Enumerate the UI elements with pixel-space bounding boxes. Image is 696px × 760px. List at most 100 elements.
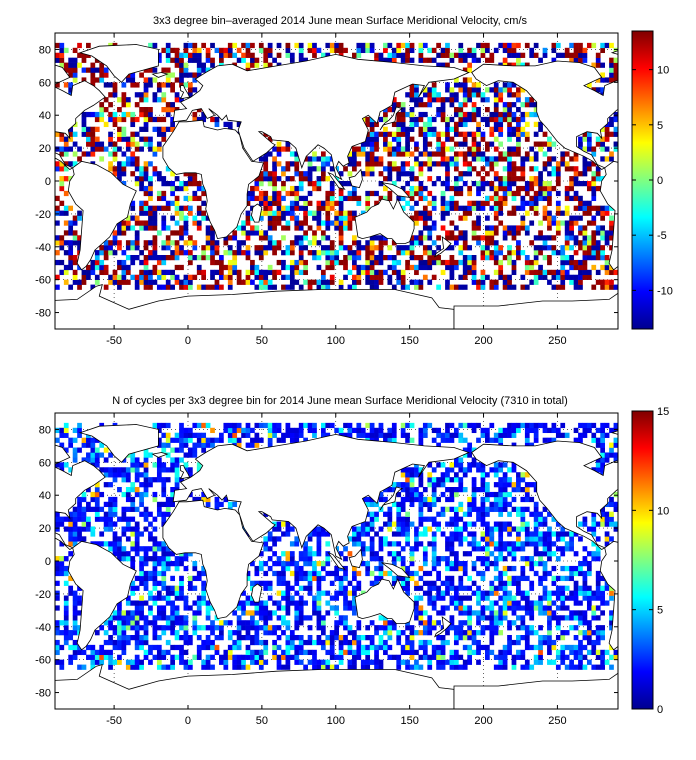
data-cell xyxy=(422,630,428,636)
data-cell xyxy=(564,185,570,192)
data-cell xyxy=(573,176,579,182)
data-cell xyxy=(68,67,74,73)
data-cell xyxy=(582,274,588,280)
data-cell xyxy=(205,240,211,246)
data-cell xyxy=(405,526,410,532)
data-cell xyxy=(59,516,65,522)
data-cell xyxy=(369,264,375,271)
data-cell xyxy=(329,595,335,601)
data-cell xyxy=(281,284,286,290)
data-cell xyxy=(560,590,566,596)
data-cell xyxy=(125,477,131,483)
data-cell xyxy=(485,536,490,542)
data-cell xyxy=(285,654,291,660)
data-cell xyxy=(312,47,317,54)
data-cell xyxy=(343,635,348,641)
data-cell xyxy=(316,284,322,290)
data-cell xyxy=(374,161,379,167)
x-tick-label: 0 xyxy=(185,335,191,347)
data-cell xyxy=(507,82,512,88)
data-cell xyxy=(569,644,574,651)
data-cell xyxy=(170,561,175,567)
data-cell xyxy=(285,565,291,572)
data-cell xyxy=(511,541,517,547)
data-cell xyxy=(139,531,144,537)
coastline-japan xyxy=(379,106,404,131)
data-cell xyxy=(431,151,437,157)
data-cell xyxy=(81,121,87,128)
data-cell xyxy=(289,215,295,221)
data-cell xyxy=(183,250,189,256)
data-cell xyxy=(148,220,153,226)
data-cell xyxy=(462,284,468,290)
data-cell xyxy=(396,42,402,49)
data-cell xyxy=(427,654,433,660)
data-cell xyxy=(462,67,468,73)
data-cell xyxy=(298,615,304,621)
data-cell xyxy=(516,526,521,532)
data-cell xyxy=(369,526,375,532)
data-cell xyxy=(121,516,127,522)
data-cell xyxy=(183,664,189,670)
data-cell xyxy=(436,52,441,58)
data-cell xyxy=(156,556,162,562)
data-cell xyxy=(591,610,597,616)
coastline-antarctica xyxy=(55,284,455,329)
data-cell xyxy=(68,536,74,542)
data-cell xyxy=(485,654,490,660)
data-cell xyxy=(161,131,167,137)
data-cell xyxy=(196,575,202,582)
data-cell xyxy=(449,664,455,670)
data-cell xyxy=(578,47,583,54)
data-cell xyxy=(343,546,348,552)
data-cell xyxy=(94,496,100,503)
data-cell xyxy=(396,501,402,508)
data-cell xyxy=(578,585,583,591)
data-cell xyxy=(560,52,566,58)
data-cell xyxy=(174,630,180,636)
data-cell xyxy=(59,664,65,670)
data-cell xyxy=(533,274,539,280)
data-cell xyxy=(538,176,543,182)
data-cell xyxy=(405,259,410,266)
data-cell xyxy=(161,259,167,266)
data-cell xyxy=(604,279,610,285)
data-cell xyxy=(130,635,136,641)
data-cell xyxy=(573,284,579,290)
data-cell xyxy=(502,477,508,483)
data-cell xyxy=(130,506,136,512)
data-cell xyxy=(564,541,570,547)
data-cell xyxy=(72,141,78,147)
data-cell xyxy=(383,615,388,621)
data-cell xyxy=(298,556,304,562)
data-cell xyxy=(192,190,198,197)
data-cell xyxy=(595,590,601,596)
data-cell xyxy=(471,151,477,157)
data-cell xyxy=(498,570,504,577)
data-cell xyxy=(81,77,87,83)
data-cell xyxy=(183,284,189,290)
data-cell xyxy=(507,136,512,142)
data-cell xyxy=(356,274,362,280)
data-cell xyxy=(595,245,601,251)
data-cell xyxy=(595,575,601,582)
data-cell xyxy=(547,156,552,162)
data-cell xyxy=(214,245,220,251)
data-cell xyxy=(365,141,371,147)
data-cell xyxy=(436,556,441,562)
data-cell xyxy=(369,274,375,280)
data-cell xyxy=(121,161,127,167)
data-cell xyxy=(148,575,153,582)
data-cell xyxy=(507,639,512,646)
data-cell xyxy=(276,210,282,216)
data-cell xyxy=(192,575,198,582)
data-cell xyxy=(560,565,566,572)
data-cell xyxy=(316,536,322,542)
data-cell xyxy=(139,600,144,606)
data-cell xyxy=(489,536,495,542)
data-cell xyxy=(485,551,490,557)
data-cell xyxy=(520,664,526,670)
data-cell xyxy=(356,649,362,656)
data-cell xyxy=(489,531,495,537)
